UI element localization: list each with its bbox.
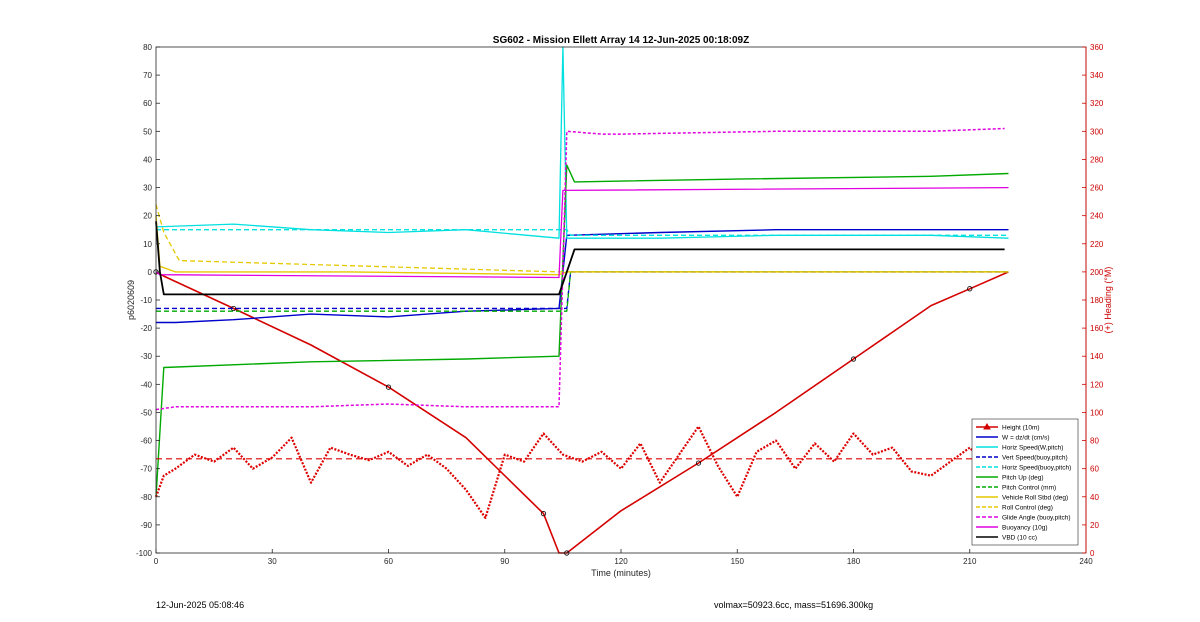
y-left-tick-label: 40 <box>143 155 152 164</box>
y-right-tick-label: 240 <box>1090 212 1104 221</box>
x-axis-label: Time (minutes) <box>591 568 651 578</box>
height-marker <box>540 511 547 517</box>
series-vbd <box>155 221 1005 296</box>
y-right-tick-label: 120 <box>1090 380 1104 389</box>
x-tick-label: 210 <box>963 557 977 566</box>
legend: Height (10m) W = dz/dt (cm/s) Horiz Speed(… <box>971 418 1079 546</box>
legend-label: Buoyancy (10g) <box>1002 525 1048 532</box>
x-tick-label: 180 <box>847 557 861 566</box>
x-tick-label: 0 <box>154 557 159 566</box>
x-tick-label: 30 <box>268 557 277 566</box>
series-hspeed-buoy <box>156 228 1009 237</box>
series-buoyancy <box>155 186 1009 279</box>
y-left-tick-label: -60 <box>140 437 152 446</box>
y-left-tick-label: -100 <box>136 549 153 558</box>
y-right-tick-label: 80 <box>1090 437 1099 446</box>
legend-label: Horiz Speed(buoy,pitch) <box>1002 465 1071 472</box>
y-left-tick-label: 30 <box>143 184 152 193</box>
y-left-tick-label: -50 <box>140 408 152 417</box>
y-left-tick-label: -20 <box>140 324 152 333</box>
y-right-tick-label: 320 <box>1090 99 1104 108</box>
y-left-tick-label: -10 <box>140 296 152 305</box>
x-tick-label: 60 <box>384 557 393 566</box>
chart-title: SG602 - Mission Ellett Array 14 12-Jun-2… <box>493 35 749 46</box>
y-left-tick-label: 20 <box>143 212 152 221</box>
y-left-tick-label: 10 <box>143 240 152 249</box>
x-tick-label: 240 <box>1079 557 1093 566</box>
y-left-tick-label: 70 <box>143 71 152 80</box>
y-left-tick-label: 0 <box>148 268 153 277</box>
y-right-tick-label: 260 <box>1090 184 1104 193</box>
footer-mass-info: volmax=50923.6cc, mass=51696.300kg <box>714 600 874 610</box>
legend-label: Vehicle Roll Stbd (deg) <box>1002 495 1068 502</box>
x-tick-label: 120 <box>614 557 628 566</box>
y-right-tick-label: 20 <box>1090 521 1099 530</box>
series-layer <box>153 46 1010 556</box>
y-left-tick-label: -40 <box>140 380 152 389</box>
y-right-tick-label: 60 <box>1090 465 1099 474</box>
y-right-tick-label: 280 <box>1090 155 1104 164</box>
height-marker <box>385 384 392 390</box>
legend-label: Horiz Speed(W,pitch) <box>1002 445 1063 452</box>
y-right-tick-label: 360 <box>1090 43 1104 52</box>
x-tick-label: 90 <box>500 557 509 566</box>
legend-label: W = dz/dt (cm/s) <box>1002 435 1050 442</box>
plot-area <box>156 47 1086 553</box>
height-marker <box>967 286 973 292</box>
legend-label: Roll Control (deg) <box>1002 505 1053 512</box>
x-tick-label: 150 <box>731 557 745 566</box>
y-right-tick-label: 140 <box>1090 352 1104 361</box>
y-left-tick-label: -70 <box>140 465 152 474</box>
y-left-tick-label: 80 <box>143 43 152 52</box>
series-roll-ctrl <box>155 204 1009 273</box>
series-glide <box>155 127 1005 411</box>
y-axis-left-label: p6020609 <box>126 280 136 320</box>
legend-label: Glide Angle (buoy,pitch) <box>1002 515 1071 522</box>
y-right-tick-label: 100 <box>1090 408 1104 417</box>
y-right-tick-label: 300 <box>1090 127 1104 136</box>
y-left-tick-label: -80 <box>140 493 152 502</box>
legend-box <box>971 418 1079 546</box>
y-right-tick-label: 0 <box>1090 549 1095 558</box>
y-left-tick-label: 60 <box>143 99 152 108</box>
legend-label: Height (10m) <box>1002 425 1040 432</box>
y-right-tick-label: 340 <box>1090 71 1104 80</box>
y-right-tick-label: 180 <box>1090 296 1104 305</box>
y-right-tick-label: 200 <box>1090 268 1104 277</box>
y-right-tick-label: 40 <box>1090 493 1099 502</box>
y-left-tick-label: 50 <box>143 127 152 136</box>
y-right-tick-label: 220 <box>1090 240 1104 249</box>
y-right-tick-label: 160 <box>1090 324 1104 333</box>
legend-marker <box>983 423 991 430</box>
series-w <box>156 228 1009 324</box>
y-left-tick-label: -30 <box>140 352 152 361</box>
y-axis-right-label: (+) Heading (°M) <box>1103 267 1113 334</box>
legend-label: Pitch Control (mm) <box>1002 485 1056 492</box>
legend-label: Pitch Up (deg) <box>1002 475 1044 482</box>
series-pitch <box>155 164 1009 497</box>
footer-timestamp: 12-Jun-2025 05:08:46 <box>156 600 245 610</box>
height-marker <box>850 356 857 362</box>
legend-label: Vert Speed(buoy,pitch) <box>1002 455 1068 462</box>
height-marker <box>695 460 702 466</box>
axes-layer: 0 30 60 90 120 150 180 210 240-100-90-80-70-60-5… <box>136 43 1104 566</box>
legend-label: VBD (10 cc) <box>1002 535 1037 542</box>
y-left-tick-label: -90 <box>140 521 152 530</box>
series-heading <box>154 425 1010 520</box>
